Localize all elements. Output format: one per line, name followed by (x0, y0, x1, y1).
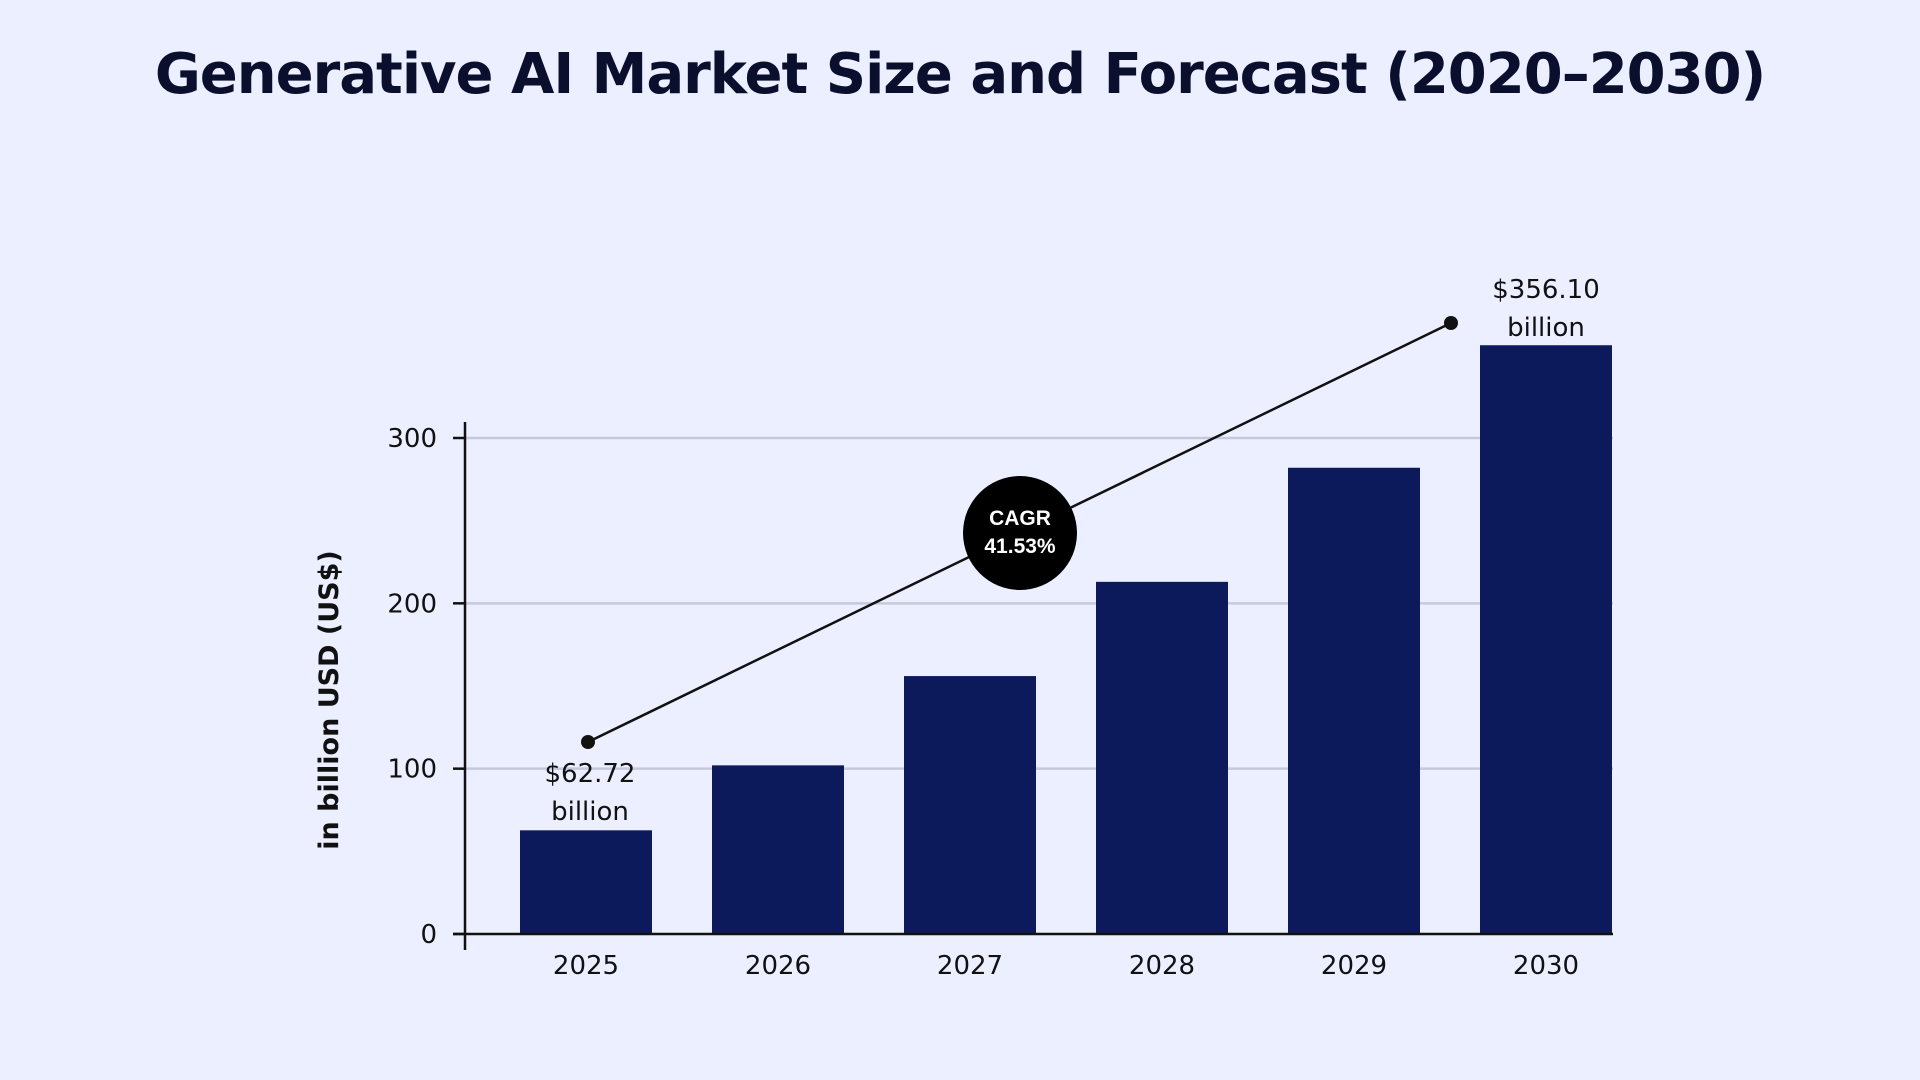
cagr-label: CAGR (989, 507, 1051, 530)
y-tick-label: 300 (387, 424, 437, 454)
bar-2027 (904, 676, 1036, 934)
cagr-value: 41.53% (984, 535, 1056, 558)
y-tick-label: 100 (387, 755, 437, 785)
x-tick-label: 2025 (553, 951, 619, 981)
end-value-label: $356.10 (1492, 275, 1600, 305)
y-tick-label: 0 (420, 920, 437, 950)
chart-title: Generative AI Market Size and Forecast (… (154, 42, 1766, 107)
bar-2025 (520, 830, 652, 934)
bar-2028 (1096, 581, 1228, 934)
y-tick-label: 200 (387, 589, 437, 619)
end-value-unit: billion (1507, 313, 1585, 343)
x-tick-label: 2029 (1321, 951, 1387, 981)
x-tick-label: 2030 (1513, 951, 1579, 981)
x-tick-label: 2028 (1129, 951, 1195, 981)
bar-2030 (1480, 345, 1612, 934)
cagr-badge (963, 476, 1077, 590)
x-tick-label: 2026 (745, 951, 811, 981)
trend-start-dot (581, 735, 595, 749)
trend-end-dot (1444, 316, 1458, 330)
start-value-unit: billion (551, 797, 629, 827)
bar-2026 (712, 765, 844, 934)
start-value-label: $62.72 (545, 759, 636, 789)
bar-2029 (1288, 467, 1420, 934)
x-tick-label: 2027 (937, 951, 1003, 981)
y-axis-label: in billion USD (US$) (314, 550, 345, 849)
